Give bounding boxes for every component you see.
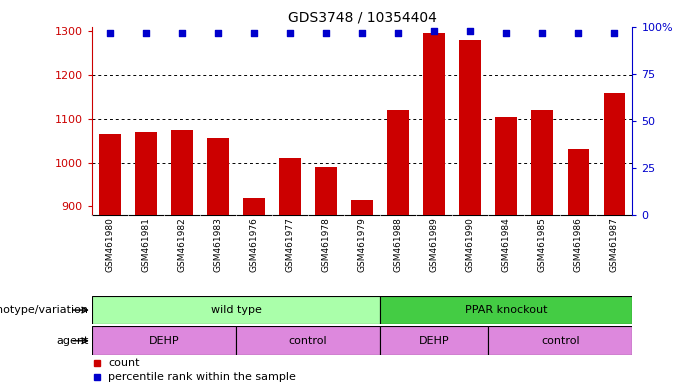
Bar <box>279 158 301 215</box>
Text: PPAR knockout: PPAR knockout <box>465 305 547 315</box>
Point <box>392 30 403 36</box>
Point <box>428 28 439 34</box>
Text: GSM461978: GSM461978 <box>322 217 330 272</box>
Bar <box>99 134 120 215</box>
Text: GSM461982: GSM461982 <box>177 217 186 272</box>
Text: GSM461988: GSM461988 <box>394 217 403 272</box>
Bar <box>460 40 481 215</box>
Text: control: control <box>289 336 327 346</box>
Bar <box>236 326 380 355</box>
Bar <box>243 197 265 215</box>
Point <box>573 30 583 36</box>
Text: GSM461980: GSM461980 <box>105 217 114 272</box>
Bar <box>171 130 192 215</box>
Text: GSM461989: GSM461989 <box>430 217 439 272</box>
Text: GSM461979: GSM461979 <box>358 217 367 272</box>
Text: GSM461981: GSM461981 <box>141 217 150 272</box>
Text: GSM461977: GSM461977 <box>286 217 294 272</box>
Bar <box>135 132 156 215</box>
Point <box>500 30 511 36</box>
Text: GSM461983: GSM461983 <box>214 217 222 272</box>
Text: genotype/variation: genotype/variation <box>0 305 88 315</box>
Text: GSM461987: GSM461987 <box>610 217 619 272</box>
Point <box>320 30 331 36</box>
Text: GSM461986: GSM461986 <box>574 217 583 272</box>
Text: GSM461990: GSM461990 <box>466 217 475 272</box>
Bar <box>92 326 236 355</box>
Text: agent: agent <box>56 336 88 346</box>
Point <box>141 30 152 36</box>
Text: GSM461985: GSM461985 <box>538 217 547 272</box>
Bar <box>488 326 632 355</box>
Text: wild type: wild type <box>211 305 261 315</box>
Point <box>176 30 187 36</box>
Bar <box>604 93 625 215</box>
Text: GSM461984: GSM461984 <box>502 217 511 272</box>
Text: control: control <box>541 336 579 346</box>
Text: count: count <box>108 358 139 368</box>
Text: GSM461976: GSM461976 <box>250 217 258 272</box>
Point <box>105 30 116 36</box>
Bar <box>352 200 373 215</box>
Point <box>537 30 547 36</box>
Bar <box>207 139 228 215</box>
Bar <box>316 167 337 215</box>
Bar <box>380 296 632 324</box>
Bar <box>424 33 445 215</box>
Text: DEHP: DEHP <box>148 336 180 346</box>
Point <box>609 30 619 36</box>
Bar <box>532 110 553 215</box>
Bar <box>568 149 589 215</box>
Point <box>284 30 295 36</box>
Title: GDS3748 / 10354404: GDS3748 / 10354404 <box>288 10 437 24</box>
Point <box>248 30 259 36</box>
Bar <box>380 326 488 355</box>
Bar <box>388 110 409 215</box>
Bar <box>496 117 517 215</box>
Point <box>464 28 475 34</box>
Text: DEHP: DEHP <box>419 336 449 346</box>
Point <box>356 30 367 36</box>
Bar <box>92 296 380 324</box>
Point <box>212 30 223 36</box>
Text: percentile rank within the sample: percentile rank within the sample <box>108 372 296 382</box>
